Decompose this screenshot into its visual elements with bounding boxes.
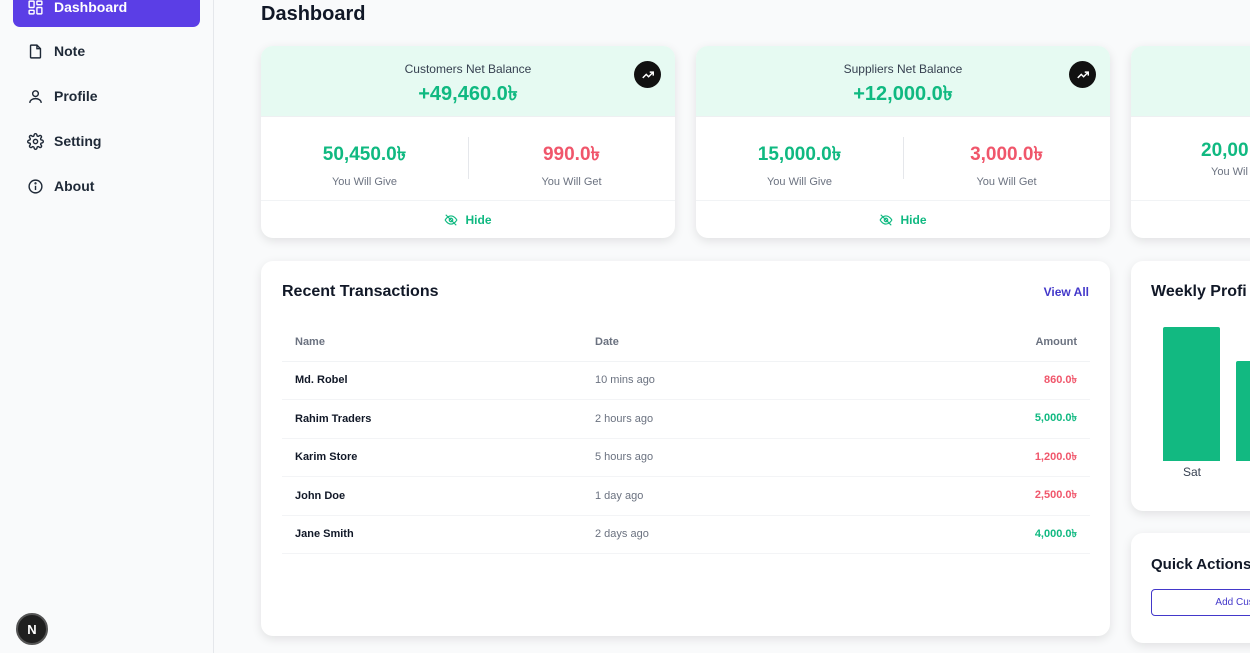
sidebar-item-label: Note [54,43,86,59]
divider [468,137,469,179]
profit-bar [1236,360,1250,461]
give-section: 50,450.0৳ You Will Give [261,117,468,200]
page-title: Dashboard [261,3,366,25]
row-date: 2 hours ago [595,399,853,439]
row-amount: 1,200.0৳ [852,438,1090,477]
row-amount: 2,500.0৳ [852,476,1090,516]
column-header-name: Name [282,323,595,362]
trend-button[interactable] [634,61,661,88]
balance-split: 15,000.0৳ You Will Give 3,000.0৳ You Wil… [696,117,1110,201]
row-date: 1 day ago [595,476,853,516]
trending-up-icon [641,70,654,78]
row-date: 5 hours ago [595,438,853,477]
file-icon [29,43,42,59]
give-amount: 50,450.0৳ [322,144,407,165]
column-header-amount: Amount [852,323,1090,362]
eye-off-icon [879,213,893,226]
give-amount: 20,00 [1201,140,1249,161]
give-label: You Wil [1211,166,1248,178]
trending-up-icon [1076,70,1089,78]
eye-off-icon [444,213,458,226]
get-section: 3,000.0৳ You Will Get [903,117,1110,200]
get-amount: 990.0৳ [542,144,600,165]
bar-label: Sat [1183,465,1202,479]
row-name: Rahim Traders [282,399,595,439]
profit-bar-sat [1163,327,1220,461]
balance-header: Suppliers Net Balance +12,000.0৳ [696,46,1110,117]
balance-split: 50,450.0৳ You Will Give 990.0৳ You Will … [261,117,675,201]
view-all-link[interactable]: View All [1043,285,1089,299]
sidebar: Dashboard Note Profile Setting About N [0,0,214,653]
row-name: Karim Store [282,438,595,477]
give-label: You Will Give [331,176,397,188]
table-row[interactable]: Jane Smith 2 days ago 4,000.0৳ [282,515,1090,554]
sidebar-item-label: Dashboard [54,0,128,15]
net-balance: +12,000.0৳ [853,83,953,105]
balance-split: 20,00 You Wil [1131,117,1250,201]
give-section: 20,00 You Wil [1131,117,1250,200]
transactions-table: Name Date Amount Md. Robel 10 mins ago 8… [282,323,1090,554]
balance-title: Customers Net Balance [404,62,532,76]
user-badge[interactable]: N [16,613,48,645]
gear-icon [27,132,44,150]
main-content: Dashboard Customers Net Balance +49,460.… [214,0,1250,653]
section-title: Recent Transactions [282,283,439,300]
column-header-date: Date [595,323,853,362]
trend-button[interactable] [1069,61,1096,88]
table-row[interactable]: Rahim Traders 2 hours ago 5,000.0৳ [282,399,1090,439]
weekly-profit-card: Weekly Profi Sat [1131,261,1250,511]
hide-button[interactable]: Hide [696,201,1110,238]
row-amount: 5,000.0৳ [852,399,1090,439]
sidebar-item-dashboard[interactable]: Dashboard [13,0,200,27]
give-amount: 15,000.0৳ [757,144,842,165]
give-section: 15,000.0৳ You Will Give [696,117,903,200]
row-name: John Doe [282,476,595,516]
hide-label: Hide [900,212,927,227]
row-date: 2 days ago [595,515,853,554]
table-row[interactable]: Karim Store 5 hours ago 1,200.0৳ [282,438,1090,477]
row-date: 10 mins ago [595,361,853,400]
sidebar-item-label: Setting [54,133,102,149]
get-section: 990.0৳ You Will Get [468,117,675,200]
section-title: Weekly Profi [1151,283,1247,300]
suppliers-balance-card: Suppliers Net Balance +12,000.0৳ 15,000.… [696,46,1110,238]
section-title: Quick Actions [1151,556,1250,573]
sidebar-item-about[interactable]: About [13,166,200,206]
get-label: You Will Get [976,176,1037,188]
quick-actions-card: Quick Actions Add Cust [1131,533,1250,643]
hide-button[interactable]: Hide [261,201,675,238]
get-amount: 3,000.0৳ [970,144,1043,165]
net-balance: +49,460.0৳ [418,83,518,105]
balance-header: Customers Net Balance +49,460.0৳ [261,46,675,117]
third-balance-card: 20,00 You Wil [1131,46,1250,238]
sidebar-item-profile[interactable]: Profile [13,76,200,116]
dashboard-icon [28,0,43,15]
row-name: Md. Robel [282,361,595,400]
table-row[interactable]: John Doe 1 day ago 2,500.0৳ [282,476,1090,516]
row-amount: 4,000.0৳ [852,515,1090,554]
info-icon [28,178,43,194]
sidebar-item-label: About [54,178,95,194]
give-label: You Will Give [766,176,832,188]
add-customer-button[interactable]: Add Cust [1151,589,1250,616]
user-icon [29,89,42,103]
hide-label: Hide [465,212,492,227]
balance-title: Suppliers Net Balance [843,62,963,76]
table-row[interactable]: Md. Robel 10 mins ago 860.0৳ [282,361,1090,400]
row-amount: 860.0৳ [852,361,1090,400]
divider [903,137,904,179]
customers-balance-card: Customers Net Balance +49,460.0৳ 50,450.… [261,46,675,238]
row-name: Jane Smith [282,515,595,554]
table-header: Name Date Amount [282,323,1090,362]
sidebar-item-note[interactable]: Note [13,31,200,71]
sidebar-item-setting[interactable]: Setting [13,121,200,161]
get-label: You Will Get [541,176,602,188]
sidebar-item-label: Profile [54,88,98,104]
balance-header [1131,46,1250,117]
recent-transactions-card: Recent Transactions View All Name Date A… [261,261,1110,636]
